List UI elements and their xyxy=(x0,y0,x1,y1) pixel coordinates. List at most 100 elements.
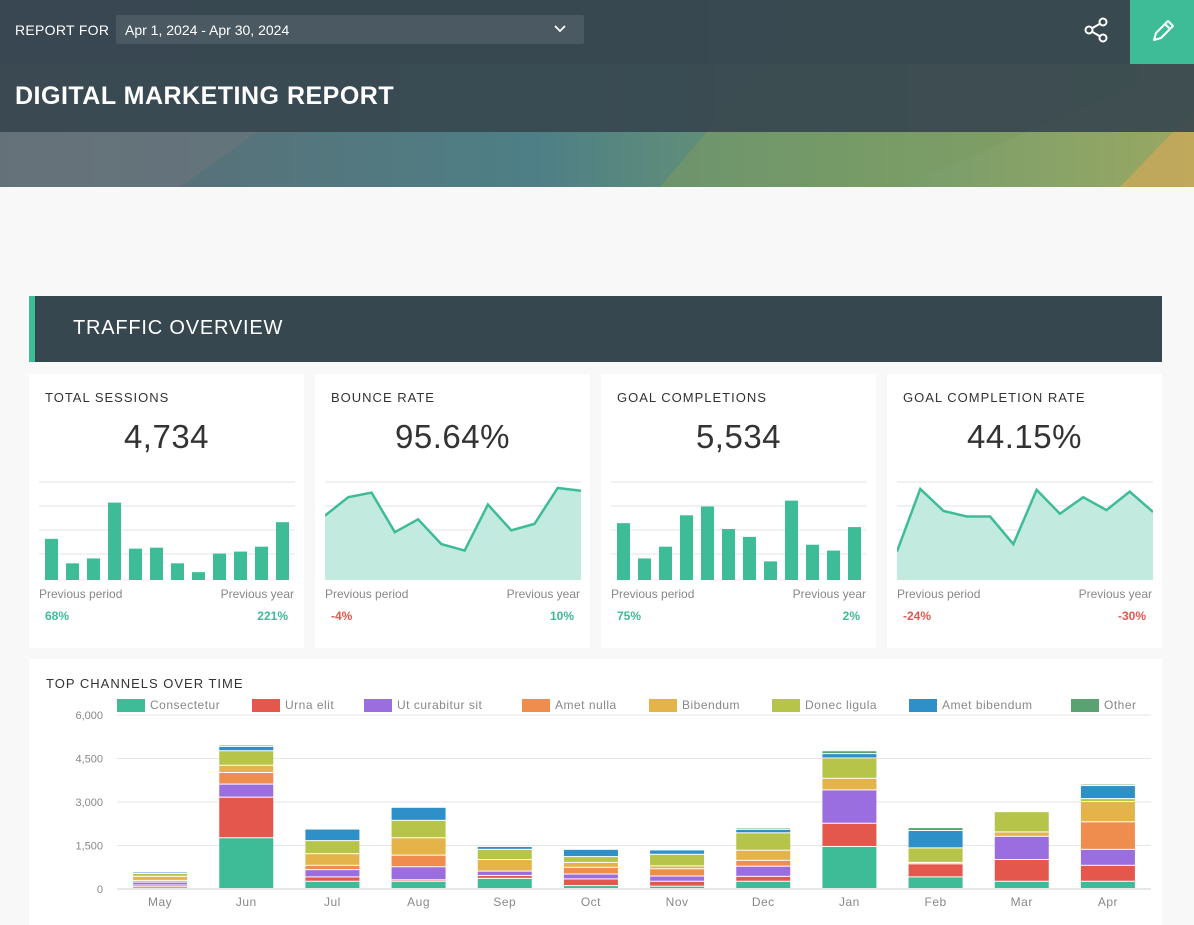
bar-segment[interactable] xyxy=(563,857,618,862)
bar-segment[interactable] xyxy=(391,820,446,838)
bar-segment[interactable] xyxy=(477,871,532,875)
bar-segment[interactable] xyxy=(736,833,791,850)
bar-segment[interactable] xyxy=(1080,849,1135,865)
stacked-bar-chart: 0 1,500 3,000 4,500 6,000 May Jun Jul Aug Sep Oct N… xyxy=(75,710,1151,909)
bar-segment[interactable] xyxy=(994,881,1049,888)
bar-segment[interactable] xyxy=(563,886,618,888)
bar-segment[interactable] xyxy=(563,862,618,867)
edit-button[interactable] xyxy=(1130,0,1194,64)
bar-segment[interactable] xyxy=(305,841,360,854)
bar-segment[interactable] xyxy=(477,846,532,849)
bar-segment[interactable] xyxy=(650,881,705,886)
bar-segment[interactable] xyxy=(133,873,188,876)
bar-segment[interactable] xyxy=(908,864,963,877)
bar-segment[interactable] xyxy=(133,876,188,880)
bar-segment[interactable] xyxy=(650,854,705,866)
bar-segment[interactable] xyxy=(219,784,274,797)
bar-segment[interactable] xyxy=(391,807,446,820)
bar-segment[interactable] xyxy=(219,838,274,888)
bar-segment[interactable] xyxy=(133,882,188,885)
bar-segment[interactable] xyxy=(563,849,618,857)
legend-item[interactable]: Ut curabitur sit xyxy=(364,697,482,713)
legend-item[interactable]: Other xyxy=(1071,697,1137,713)
bar-segment[interactable] xyxy=(822,758,877,778)
legend-item[interactable]: Amet bibendum xyxy=(909,697,1033,713)
bar-segment[interactable] xyxy=(908,877,963,888)
legend-item[interactable]: Bibendum xyxy=(649,697,740,713)
bar-segment[interactable] xyxy=(391,867,446,880)
legend-item[interactable]: Amet nulla xyxy=(522,697,617,713)
bar-segment[interactable] xyxy=(391,855,446,867)
bar-segment[interactable] xyxy=(1080,802,1135,822)
bar-segment[interactable] xyxy=(650,866,705,869)
kpi-card-goal-completions: GOAL COMPLETIONS 5,534 Previous period P… xyxy=(601,374,876,648)
bar-segment[interactable] xyxy=(305,877,360,881)
bar-segment[interactable] xyxy=(650,876,705,881)
bar-segment[interactable] xyxy=(477,878,532,888)
bar-segment[interactable] xyxy=(219,746,274,751)
bar-segment[interactable] xyxy=(822,846,877,888)
section-title: TRAFFIC OVERVIEW xyxy=(73,317,284,339)
bar-segment[interactable] xyxy=(822,751,877,754)
bar-segment[interactable] xyxy=(305,881,360,888)
bar-segment[interactable] xyxy=(908,828,963,830)
share-button[interactable] xyxy=(1076,10,1116,50)
x-tick-label: Dec xyxy=(752,895,775,909)
bar-segment[interactable] xyxy=(477,849,532,859)
legend-item[interactable]: Urna elit xyxy=(252,697,334,713)
bar-segment[interactable] xyxy=(133,887,188,888)
legend-label: Urna elit xyxy=(285,698,335,712)
bar-segment[interactable] xyxy=(994,836,1049,859)
bar-segment[interactable] xyxy=(736,860,791,866)
bar-segment[interactable] xyxy=(908,848,963,862)
bar-segment[interactable] xyxy=(736,866,791,876)
bar-segment[interactable] xyxy=(305,865,360,870)
legend-item[interactable]: Consectetur xyxy=(117,697,220,713)
bar-segment[interactable] xyxy=(1080,786,1135,799)
bar-segment[interactable] xyxy=(391,881,446,888)
bar-segment[interactable] xyxy=(305,829,360,841)
legend-item[interactable]: Donec ligula xyxy=(772,697,877,713)
bar-segment[interactable] xyxy=(219,751,274,765)
spark-bar xyxy=(87,558,100,580)
spark-bar xyxy=(764,561,777,580)
bar-segment[interactable] xyxy=(563,867,618,874)
bar-segment[interactable] xyxy=(219,797,274,838)
bar-segment[interactable] xyxy=(219,773,274,784)
bar-segment[interactable] xyxy=(1080,822,1135,849)
previous-period-change: 75% xyxy=(617,609,642,623)
bar-segment[interactable] xyxy=(563,879,618,886)
bar-segment[interactable] xyxy=(1080,881,1135,888)
bar-segment[interactable] xyxy=(908,831,963,848)
bar-segment[interactable] xyxy=(736,850,791,860)
bar-segment[interactable] xyxy=(736,829,791,833)
bar-segment[interactable] xyxy=(736,876,791,881)
bar-segment[interactable] xyxy=(736,881,791,888)
bar-segment[interactable] xyxy=(305,870,360,877)
bar-segment[interactable] xyxy=(1080,865,1135,881)
bar-segment[interactable] xyxy=(391,838,446,855)
bar-segment[interactable] xyxy=(219,765,274,772)
bar-segment[interactable] xyxy=(994,860,1049,881)
spark-bar xyxy=(45,538,58,580)
legend-swatch xyxy=(252,698,280,712)
y-tick-label: 0 xyxy=(97,884,103,896)
bar-segment[interactable] xyxy=(477,875,532,878)
bar-segment[interactable] xyxy=(822,754,877,758)
bar-segment[interactable] xyxy=(822,823,877,846)
bar-segment[interactable] xyxy=(563,874,618,879)
bar-segment[interactable] xyxy=(822,790,877,823)
bar-segment[interactable] xyxy=(305,854,360,865)
bar-segment[interactable] xyxy=(650,850,705,854)
bar-segment[interactable] xyxy=(650,886,705,888)
y-tick-label: 6,000 xyxy=(75,710,103,722)
bar-segment[interactable] xyxy=(994,812,1049,832)
bar-segment[interactable] xyxy=(822,778,877,790)
bar-segment[interactable] xyxy=(477,860,532,871)
bar-segment[interactable] xyxy=(1080,799,1135,801)
date-range-select[interactable]: Apr 1, 2024 - Apr 30, 2024 xyxy=(116,15,584,44)
bar-segment[interactable] xyxy=(994,832,1049,836)
bar-segment[interactable] xyxy=(650,869,705,876)
bar-segment[interactable] xyxy=(133,885,188,887)
bar-segment[interactable] xyxy=(133,880,188,882)
